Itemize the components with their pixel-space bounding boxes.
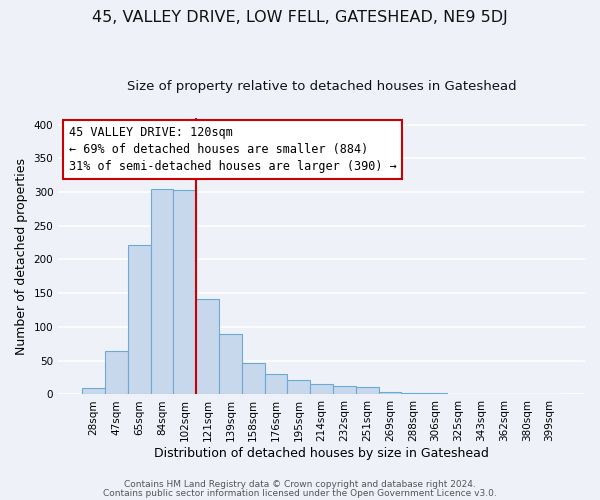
Text: 45, VALLEY DRIVE, LOW FELL, GATESHEAD, NE9 5DJ: 45, VALLEY DRIVE, LOW FELL, GATESHEAD, N… xyxy=(92,10,508,25)
Title: Size of property relative to detached houses in Gateshead: Size of property relative to detached ho… xyxy=(127,80,517,93)
Text: 45 VALLEY DRIVE: 120sqm
← 69% of detached houses are smaller (884)
31% of semi-d: 45 VALLEY DRIVE: 120sqm ← 69% of detache… xyxy=(69,126,397,173)
Bar xyxy=(333,386,356,394)
Y-axis label: Number of detached properties: Number of detached properties xyxy=(15,158,28,354)
Text: Contains public sector information licensed under the Open Government Licence v3: Contains public sector information licen… xyxy=(103,488,497,498)
Bar xyxy=(356,387,379,394)
Text: Contains HM Land Registry data © Crown copyright and database right 2024.: Contains HM Land Registry data © Crown c… xyxy=(124,480,476,489)
Bar xyxy=(379,392,401,394)
Bar xyxy=(219,334,242,394)
Bar xyxy=(151,188,173,394)
Bar xyxy=(128,244,151,394)
Bar xyxy=(105,352,128,395)
Bar xyxy=(401,393,424,394)
Bar xyxy=(287,380,310,394)
Bar xyxy=(173,190,196,394)
Bar xyxy=(242,364,265,394)
Bar xyxy=(424,393,447,394)
Bar xyxy=(196,300,219,394)
Bar xyxy=(82,388,105,394)
X-axis label: Distribution of detached houses by size in Gateshead: Distribution of detached houses by size … xyxy=(154,447,489,460)
Bar xyxy=(310,384,333,394)
Bar xyxy=(265,374,287,394)
